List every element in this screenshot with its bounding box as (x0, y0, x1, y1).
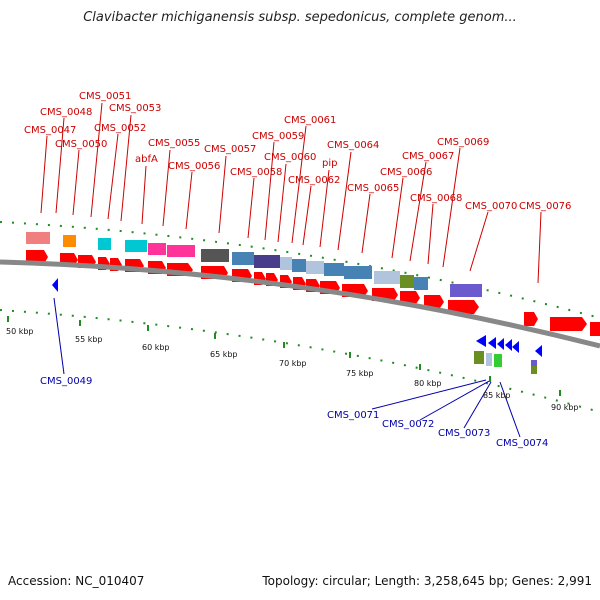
scale-tick-label: 65 kbp (210, 350, 238, 359)
feature-box[interactable] (201, 249, 229, 262)
reverse-cds-arrows (52, 278, 542, 357)
cds-arrow[interactable] (550, 317, 587, 331)
scale-tick-label: 80 kbp (414, 379, 442, 388)
feature-box[interactable] (531, 366, 537, 374)
cds-arrow[interactable] (497, 338, 504, 350)
gene-label[interactable]: CMS_0056 (168, 161, 220, 172)
feature-box[interactable] (167, 245, 195, 257)
feature-box[interactable] (324, 263, 344, 276)
reverse-feature-boxes (474, 351, 537, 374)
cds-arrow[interactable] (52, 278, 58, 292)
forward-leader-lines (40, 102, 542, 284)
gene-label[interactable]: CMS_0050 (55, 139, 107, 150)
inner-dotted-track (0, 309, 600, 413)
scale-tick-label: 60 kbp (142, 343, 170, 352)
scale-tick-label: 50 kbp (6, 327, 34, 336)
scale-tick-label: 85 kbp (483, 391, 511, 400)
scale-tick-label: 55 kbp (75, 335, 103, 344)
gene-label[interactable]: CMS_0049 (40, 376, 92, 387)
genome-backbone (0, 259, 600, 349)
gene-label[interactable]: CMS_0057 (204, 144, 256, 155)
gene-label[interactable]: CMS_0066 (380, 167, 432, 178)
cds-arrow[interactable] (590, 322, 600, 336)
scale-tick-label: 70 kbp (279, 359, 307, 368)
gene-label[interactable]: CMS_0052 (94, 123, 146, 134)
scale-tick-label: 90 kbp (551, 403, 579, 412)
gene-label[interactable]: CMS_0053 (109, 103, 161, 114)
gene-label[interactable]: pip (322, 158, 337, 169)
feature-box[interactable] (148, 243, 166, 255)
reverse-labels: CMS_0049 CMS_0071 CMS_0072 CMS_0073 CMS_… (40, 376, 548, 449)
cds-arrow[interactable] (400, 291, 420, 304)
gene-label[interactable]: CMS_0051 (79, 91, 131, 102)
feature-box[interactable] (494, 354, 502, 367)
gene-label[interactable]: CMS_0055 (148, 138, 200, 149)
gene-label[interactable]: CMS_0071 (327, 410, 379, 421)
accession-text: Accession: NC_010407 (8, 574, 145, 588)
gene-label[interactable]: CMS_0070 (465, 201, 517, 212)
feature-box[interactable] (125, 240, 147, 252)
feature-box[interactable] (486, 353, 492, 366)
cds-arrow[interactable] (476, 335, 486, 347)
feature-box[interactable] (344, 266, 372, 279)
gene-label[interactable]: CMS_0065 (347, 183, 399, 194)
cds-arrow[interactable] (524, 312, 538, 326)
cds-arrow[interactable] (535, 345, 542, 357)
scale-tick-label: 75 kbp (346, 369, 374, 378)
gene-label[interactable]: CMS_0064 (327, 140, 379, 151)
feature-box[interactable] (26, 232, 50, 244)
cds-arrow[interactable] (26, 250, 48, 264)
cds-arrow[interactable] (512, 341, 519, 353)
gene-label[interactable]: CMS_0061 (284, 115, 336, 126)
feature-box[interactable] (232, 252, 254, 265)
feature-box[interactable] (531, 360, 537, 366)
gene-label[interactable]: CMS_0060 (264, 152, 316, 163)
feature-box[interactable] (400, 275, 414, 288)
reverse-leader-lines (53, 297, 521, 438)
gene-label[interactable]: CMS_0058 (230, 167, 282, 178)
cds-arrow[interactable] (505, 339, 512, 351)
gene-label[interactable]: CMS_0074 (496, 438, 548, 449)
cds-arrow[interactable] (424, 295, 444, 308)
feature-box[interactable] (98, 238, 111, 250)
feature-box[interactable] (306, 261, 324, 274)
gene-label[interactable]: CMS_0073 (438, 428, 490, 439)
outer-dotted-track (0, 221, 600, 319)
cds-arrow[interactable] (448, 300, 479, 314)
gene-label[interactable]: CMS_0072 (382, 419, 434, 430)
feature-box[interactable] (374, 271, 400, 284)
cds-arrow[interactable] (488, 337, 496, 349)
map-title: Clavibacter michiganensis subsp. sepedon… (83, 10, 517, 25)
gene-label[interactable]: CMS_0067 (402, 151, 454, 162)
gene-label[interactable]: CMS_0068 (410, 193, 462, 204)
gene-label[interactable]: abfA (135, 154, 158, 165)
scale-ticks: 50 kbp 55 kbp 60 kbp 65 kbp 70 kbp 75 kb… (6, 316, 579, 412)
gene-label[interactable]: CMS_0059 (252, 131, 304, 142)
feature-box[interactable] (280, 257, 292, 270)
feature-box[interactable] (450, 284, 482, 297)
feature-box[interactable] (474, 351, 484, 364)
feature-boxes (26, 232, 482, 297)
forward-labels: CMS_0047 CMS_0048 CMS_0050 CMS_0051 CMS_… (24, 91, 571, 212)
feature-box[interactable] (414, 277, 428, 290)
feature-box[interactable] (254, 255, 280, 268)
feature-box[interactable] (292, 259, 306, 272)
gene-label[interactable]: CMS_0069 (437, 137, 489, 148)
feature-box[interactable] (63, 235, 76, 247)
gene-label[interactable]: CMS_0062 (288, 175, 340, 186)
gene-label[interactable]: CMS_0076 (519, 201, 571, 212)
gene-label[interactable]: CMS_0047 (24, 125, 76, 136)
gene-label[interactable]: CMS_0048 (40, 107, 92, 118)
topology-text: Topology: circular; Length: 3,258,645 bp… (262, 574, 592, 588)
